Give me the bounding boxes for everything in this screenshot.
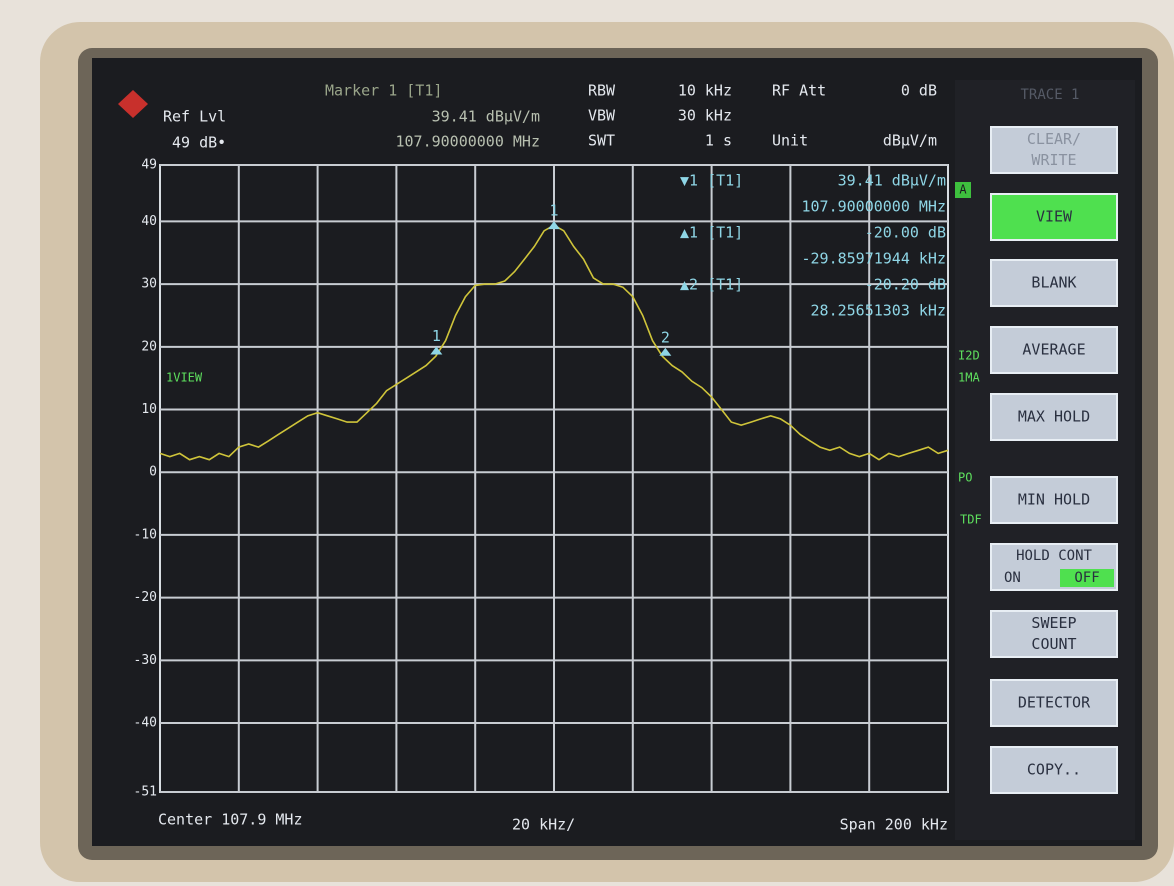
- marker-label: 2: [661, 328, 670, 346]
- marker-level: 39.41 dBµV/m: [432, 108, 540, 126]
- softkey[interactable]: [990, 126, 1118, 174]
- side-ima: 1MA: [958, 371, 980, 385]
- setting: dBµV/m: [883, 132, 937, 150]
- marker: [548, 221, 560, 230]
- marker-id: ▲2 [T1]: [680, 276, 743, 294]
- center: Center 107.9 MHz: [158, 811, 303, 829]
- softkey-state: [1060, 569, 1114, 587]
- softkey[interactable]: [990, 393, 1118, 441]
- softkey-label: COPY..: [1027, 761, 1081, 779]
- y-tick-label: -30: [134, 653, 157, 668]
- y-tick-label: -40: [134, 716, 157, 731]
- div: 20 kHz/: [512, 816, 575, 834]
- softkey[interactable]: [990, 746, 1118, 794]
- logo: [118, 90, 148, 118]
- setting: RF Att: [772, 82, 826, 100]
- softkey-label: CLEAR/: [1027, 130, 1081, 148]
- side-tdf: TDF: [960, 513, 982, 527]
- marker: [430, 346, 443, 355]
- setting: 30 kHz: [678, 107, 732, 125]
- marker-level: -20.00 dB: [865, 224, 946, 242]
- side-a: A: [959, 183, 967, 197]
- y-tick-label: -20: [134, 590, 157, 605]
- y-tick-label: 30: [141, 277, 157, 292]
- softkey[interactable]: [990, 679, 1118, 727]
- marker-label: 1: [432, 327, 441, 345]
- softkey[interactable]: [990, 476, 1118, 524]
- softkey-label: AVERAGE: [1022, 341, 1085, 359]
- marker-level: -20.20 dB: [865, 276, 946, 294]
- y-tick-label: 49: [141, 158, 157, 173]
- softkey-label: MIN HOLD: [1018, 491, 1090, 509]
- marker-level: 39.41 dBµV/m: [838, 172, 946, 190]
- y-tick-label: 0: [149, 465, 157, 480]
- marker-freq: -29.85971944 kHz: [802, 250, 947, 268]
- marker-id: ▼1 [T1]: [680, 172, 743, 190]
- setting: RBW: [588, 82, 616, 100]
- marker-title: Marker 1 [T1]: [325, 82, 442, 100]
- trace-menu: TRACE 1: [1020, 87, 1079, 103]
- y-tick-label: 10: [141, 402, 157, 417]
- side-i2d: I2D: [958, 349, 980, 363]
- y-tick-label: -10: [134, 527, 157, 542]
- marker-freq: 107.90000000 MHz: [802, 198, 947, 216]
- y-tick-label: 20: [141, 339, 157, 354]
- softkey-label: HOLD CONT: [1016, 548, 1092, 564]
- setting: VBW: [588, 107, 616, 125]
- softkey-label: WRITE: [1031, 151, 1076, 169]
- setting: 1 s: [705, 132, 732, 150]
- softkey[interactable]: [990, 610, 1118, 658]
- softkey[interactable]: [990, 193, 1118, 241]
- softkey-label: OFF: [1074, 570, 1099, 586]
- y-tick-label: 40: [141, 214, 157, 229]
- softkey-label: ON: [1004, 570, 1021, 586]
- softkey-label: VIEW: [1036, 208, 1073, 226]
- softkey-label: BLANK: [1031, 274, 1076, 292]
- ref-value: 49 dB•: [172, 134, 226, 152]
- marker-freq: 28.25651303 kHz: [811, 302, 946, 320]
- y-tick-label: -51: [134, 785, 157, 800]
- marker: [659, 347, 672, 356]
- trace-mode: 1VIEW: [166, 371, 203, 385]
- ref-label: Ref Lvl: [163, 108, 226, 126]
- setting: 10 kHz: [678, 82, 732, 100]
- softkey[interactable]: [990, 326, 1118, 374]
- a-box: [955, 182, 971, 198]
- softkey-label: DETECTOR: [1018, 694, 1091, 712]
- marker-label: 1: [549, 202, 558, 220]
- setting: SWT: [588, 132, 615, 150]
- side-po: PO: [958, 471, 972, 485]
- softkey[interactable]: [990, 259, 1118, 307]
- setting: 0 dB: [901, 82, 937, 100]
- softkey-label: SWEEP: [1031, 614, 1076, 632]
- marker-freq: 107.90000000 MHz: [396, 133, 541, 151]
- marker-id: ▲1 [T1]: [680, 224, 743, 242]
- span: Span 200 kHz: [840, 816, 948, 834]
- softkey-label: COUNT: [1031, 635, 1076, 653]
- softkey-label: MAX HOLD: [1018, 408, 1090, 426]
- setting: Unit: [772, 132, 808, 150]
